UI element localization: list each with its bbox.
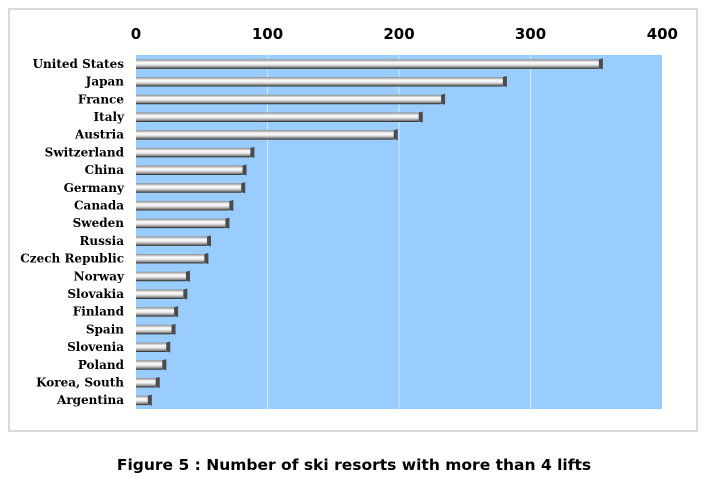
bar-body	[136, 271, 186, 281]
bar	[136, 146, 255, 158]
category-label: China	[85, 163, 125, 177]
category-label: France	[78, 92, 124, 106]
bar	[136, 164, 247, 176]
x-tick-label: 300	[515, 25, 546, 43]
bar-end-cap	[229, 199, 234, 211]
bar	[136, 270, 190, 282]
category-label: Korea, South	[36, 375, 124, 389]
bar-end-cap	[185, 270, 190, 282]
category-label: Poland	[78, 358, 125, 372]
bar-body	[136, 77, 503, 87]
x-tick-label: 400	[647, 25, 678, 43]
bar-body	[136, 147, 251, 157]
bar-end-cap	[171, 323, 176, 335]
bar-end-cap	[225, 217, 230, 229]
bar	[136, 288, 188, 300]
bar-end-cap	[598, 58, 603, 70]
category-label: Canada	[74, 198, 124, 212]
bar-body	[136, 112, 419, 122]
bar-body	[136, 289, 184, 299]
bar-end-cap	[441, 93, 446, 105]
bar-body	[136, 395, 148, 405]
category-label: Finland	[73, 305, 125, 319]
bar	[136, 323, 176, 335]
bar-end-cap	[418, 111, 423, 123]
bar-body	[136, 218, 226, 228]
bar	[136, 217, 230, 229]
bars	[136, 58, 603, 406]
category-label: Switzerland	[45, 145, 125, 159]
category-label: Norway	[74, 269, 125, 283]
bar	[136, 58, 603, 70]
bar-body	[136, 165, 243, 175]
bar	[136, 359, 167, 371]
bar	[136, 394, 152, 406]
category-label: Germany	[64, 181, 125, 195]
bar-end-cap	[393, 129, 398, 141]
x-axis-ticks: 0 100 200 300 400	[131, 25, 678, 43]
bar-end-cap	[162, 359, 167, 371]
bar-body	[136, 200, 230, 210]
figure-caption: Figure 5 : Number of ski resorts with mo…	[116, 456, 592, 474]
bar-body	[136, 236, 208, 246]
category-label: Japan	[85, 75, 125, 89]
bar-end-cap	[166, 341, 171, 353]
bar-end-cap	[147, 394, 152, 406]
category-label: Spain	[86, 322, 124, 336]
bar	[136, 376, 160, 388]
bar-body	[136, 360, 163, 370]
bar-end-cap	[242, 164, 247, 176]
bar	[136, 199, 234, 211]
bar-body	[136, 94, 442, 104]
bar-end-cap	[183, 288, 188, 300]
category-label: Slovakia	[67, 287, 124, 301]
bar-body	[136, 59, 599, 69]
bar-body	[136, 183, 242, 193]
category-label: Sweden	[73, 216, 125, 230]
bar-chart: 0 100 200 300 400 United States Japan France It…	[20, 25, 678, 409]
bar-end-cap	[502, 76, 507, 88]
category-label: Italy	[94, 110, 125, 124]
category-label: Russia	[79, 234, 124, 248]
bar-end-cap	[241, 182, 246, 194]
x-tick-label: 200	[383, 25, 414, 43]
bar	[136, 111, 423, 123]
bar-body	[136, 377, 156, 387]
bar	[136, 306, 179, 318]
bar-body	[136, 342, 167, 352]
bar-body	[136, 324, 172, 334]
bar-body	[136, 254, 205, 264]
bar	[136, 341, 171, 353]
bar-end-cap	[204, 253, 209, 265]
bar-end-cap	[155, 376, 160, 388]
bar	[136, 129, 398, 141]
bar	[136, 76, 507, 88]
x-tick-label: 0	[131, 25, 141, 43]
category-label: Austria	[74, 128, 124, 142]
bar-end-cap	[250, 146, 255, 158]
category-label: United States	[33, 57, 125, 71]
bar-end-cap	[207, 235, 212, 247]
bar	[136, 253, 209, 265]
category-label: Slovenia	[67, 340, 124, 354]
bar	[136, 93, 446, 105]
category-label: Czech Republic	[20, 252, 124, 266]
bar	[136, 182, 246, 194]
category-label: Argentina	[56, 393, 124, 407]
bar-body	[136, 307, 175, 317]
category-labels: United States Japan France Italy Austria Swit…	[20, 57, 125, 407]
bar-end-cap	[174, 306, 179, 318]
bar-body	[136, 130, 394, 140]
x-tick-label: 100	[252, 25, 283, 43]
bar	[136, 235, 212, 247]
